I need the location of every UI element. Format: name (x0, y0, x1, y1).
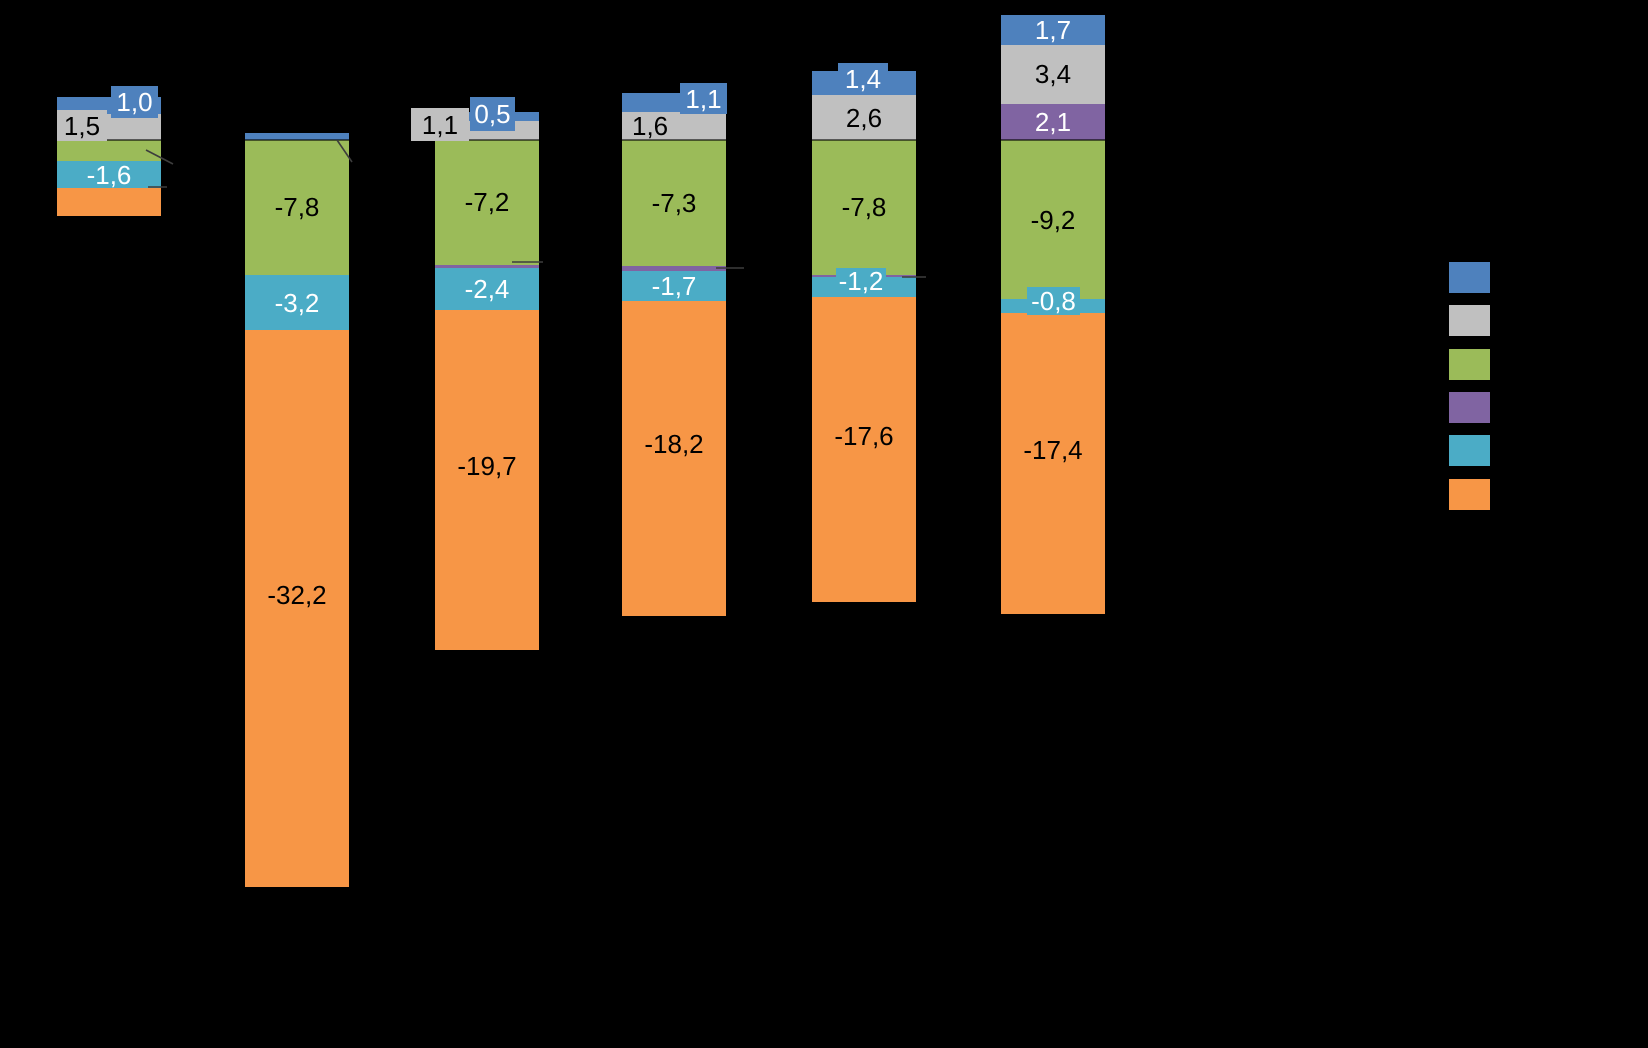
data-label-teal-bar-6: -0,8 (1027, 287, 1080, 315)
bar-4-segment-teal (622, 271, 726, 301)
legend-swatch-gray (1449, 305, 1490, 336)
bar-1-segment-orange (57, 188, 161, 217)
legend-swatch-green (1449, 349, 1490, 380)
data-label-gray-bar-1: 1,5 (57, 110, 107, 141)
bar-2-segment-orange (245, 330, 349, 888)
bar-4-segment-orange (622, 300, 726, 616)
bar-5-segment-gray (812, 95, 916, 140)
x-axis-zero-line (50, 139, 1110, 141)
legend-swatch-purple (1449, 392, 1490, 423)
bar-5-segment-green (812, 140, 916, 275)
bar-2-segment-teal (245, 274, 349, 331)
bar-3-segment-orange (435, 309, 539, 651)
bar-1-segment-green (57, 140, 161, 161)
bar-6-segment-green (1001, 140, 1105, 300)
bar-3-segment-teal (435, 268, 539, 310)
legend-swatch-teal (1449, 435, 1490, 466)
data-label-blue-bar-4: 1,1 (680, 83, 727, 114)
data-label-blue-bar-3: 0,5 (470, 97, 515, 131)
data-label-blue-bar-1: 1,0 (111, 86, 158, 118)
bar-2-segment-green (245, 140, 349, 275)
legend-swatch-orange (1449, 479, 1490, 510)
data-label-gray-bar-3: 1,1 (411, 108, 469, 141)
bar-4-segment-green (622, 140, 726, 267)
bar-1-segment-teal (57, 160, 161, 189)
bar-6-segment-purple (1001, 103, 1105, 140)
data-label-blue-bar-5: 1,4 (838, 63, 888, 95)
bar-5-segment-orange (812, 297, 916, 602)
legend-swatch-blue (1449, 262, 1490, 293)
data-label-teal-bar-5: -1,2 (836, 268, 886, 294)
bar-6-segment-gray (1001, 44, 1105, 104)
bar-2-segment-blue (245, 133, 349, 140)
bar-6-segment-blue (1001, 15, 1105, 45)
bar-4-segment-purple (622, 266, 726, 272)
bar-3-segment-purple (435, 264, 539, 268)
bar-4-segment-gray (622, 112, 726, 140)
bar-6-segment-orange (1001, 313, 1105, 615)
bar-3-segment-green (435, 140, 539, 265)
